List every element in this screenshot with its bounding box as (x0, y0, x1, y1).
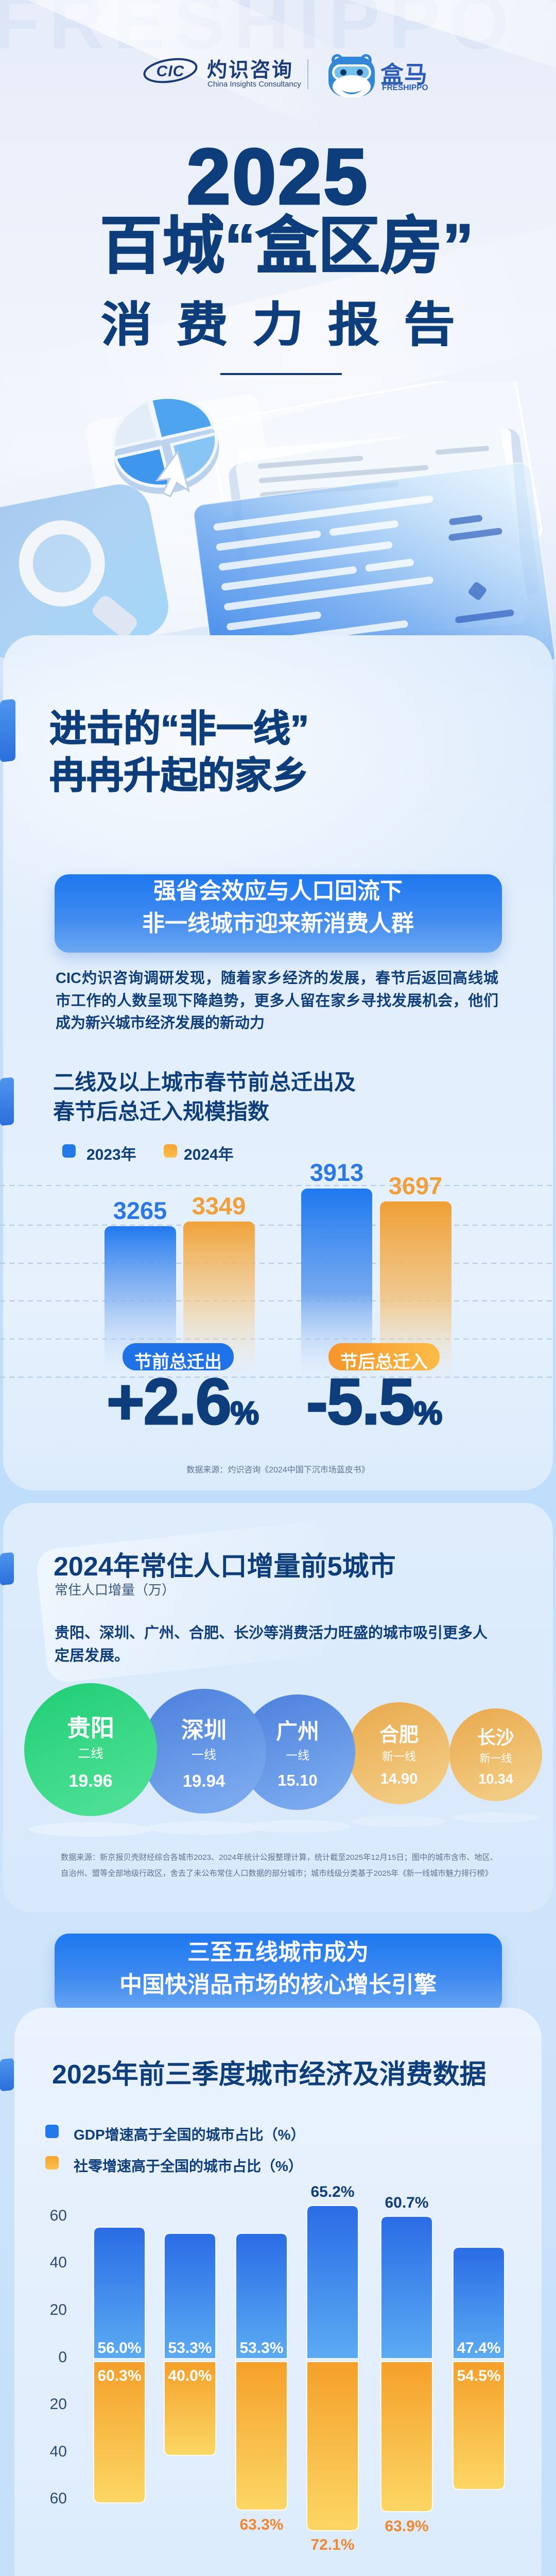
svg-text:20: 20 (50, 2396, 67, 2413)
svg-text:40: 40 (50, 2254, 67, 2271)
svg-text:贵阳: 贵阳 (67, 1715, 114, 1741)
svg-text:0: 0 (58, 2349, 67, 2366)
svg-text:深圳: 深圳 (181, 1718, 227, 1743)
svg-text:广州: 广州 (276, 1719, 319, 1743)
svg-text:14.90: 14.90 (380, 1771, 418, 1787)
svg-text:20: 20 (50, 2301, 67, 2318)
svg-text:3349: 3349 (192, 1192, 246, 1219)
svg-text:60: 60 (50, 2490, 67, 2507)
svg-text:长沙: 长沙 (477, 1727, 514, 1748)
svg-text:19.96: 19.96 (68, 1771, 112, 1791)
svg-text:53.3%: 53.3% (239, 2340, 283, 2357)
svg-text:40: 40 (50, 2443, 67, 2460)
svg-text:65.2%: 65.2% (310, 2183, 354, 2200)
svg-text:19.94: 19.94 (183, 1771, 225, 1790)
svg-text:63.3%: 63.3% (239, 2516, 283, 2533)
svg-text:63.9%: 63.9% (385, 2518, 428, 2535)
svg-text:60.7%: 60.7% (385, 2194, 428, 2211)
svg-text:CIC: CIC (157, 63, 185, 80)
svg-text:60: 60 (50, 2207, 67, 2224)
svg-text:56.0%: 56.0% (97, 2340, 141, 2357)
svg-text:72.1%: 72.1% (310, 2536, 354, 2553)
svg-text:47.4%: 47.4% (457, 2340, 500, 2357)
svg-text:二线: 二线 (78, 1747, 103, 1761)
svg-text:新一线: 新一线 (480, 1753, 512, 1765)
svg-text:15.10: 15.10 (277, 1771, 318, 1789)
svg-text:新一线: 新一线 (382, 1750, 416, 1763)
svg-text:3697: 3697 (389, 1172, 443, 1199)
svg-text:54.5%: 54.5% (457, 2367, 500, 2384)
svg-text:40.0%: 40.0% (168, 2367, 212, 2384)
svg-text:10.34: 10.34 (478, 1771, 513, 1787)
svg-text:一线: 一线 (192, 1748, 216, 1762)
svg-text:60.3%: 60.3% (97, 2367, 141, 2384)
svg-text:3913: 3913 (310, 1159, 364, 1186)
svg-text:合肥: 合肥 (379, 1724, 419, 1746)
svg-text:一线: 一线 (286, 1749, 309, 1762)
svg-text:53.3%: 53.3% (168, 2340, 212, 2357)
svg-text:3265: 3265 (113, 1197, 167, 1224)
